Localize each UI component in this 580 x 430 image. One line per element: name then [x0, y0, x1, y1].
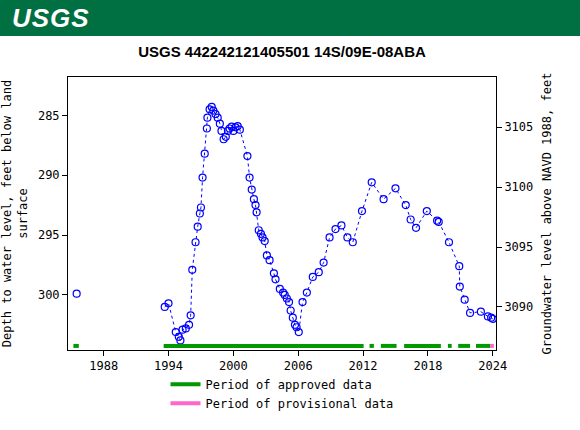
svg-text:Period of approved data: Period of approved data — [206, 378, 372, 392]
svg-text:3105: 3105 — [504, 120, 533, 134]
svg-text:2018: 2018 — [413, 359, 442, 373]
svg-text:295: 295 — [38, 228, 60, 242]
svg-text:3090: 3090 — [504, 300, 533, 314]
svg-text:1988: 1988 — [89, 359, 118, 373]
svg-text:285: 285 — [38, 109, 60, 123]
svg-text:Depth to water level, feet bel: Depth to water level, feet below landsur… — [0, 80, 30, 347]
svg-text:USGS 442242121405501 14S/09E-0: USGS 442242121405501 14S/09E-08ABA — [138, 43, 426, 60]
svg-text:Groundwater level above NAVD 1: Groundwater level above NAVD 1988, feet — [540, 73, 554, 355]
svg-text:290: 290 — [38, 168, 60, 182]
svg-text:2000: 2000 — [219, 359, 248, 373]
svg-text:2024: 2024 — [478, 359, 507, 373]
svg-text:2012: 2012 — [349, 359, 378, 373]
svg-text:3095: 3095 — [504, 240, 533, 254]
svg-text:2006: 2006 — [284, 359, 313, 373]
svg-text:Period of provisional data: Period of provisional data — [206, 397, 394, 411]
svg-text:300: 300 — [38, 288, 60, 302]
html-text:USGS: USGS — [12, 3, 90, 33]
svg-text:3100: 3100 — [504, 180, 533, 194]
svg-text:1994: 1994 — [154, 359, 183, 373]
